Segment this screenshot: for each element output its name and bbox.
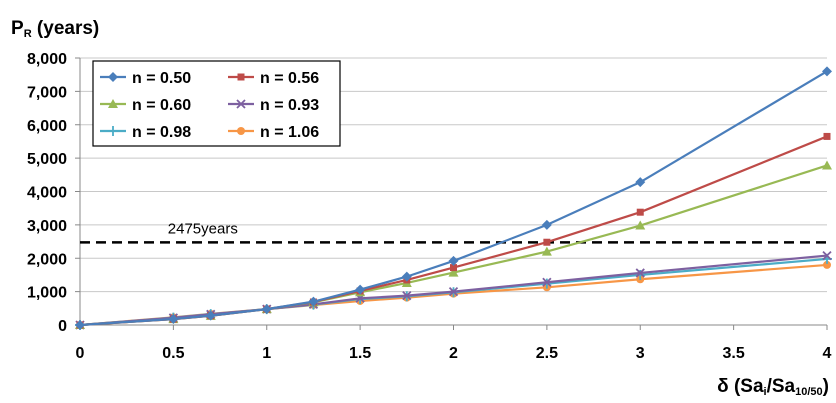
tick-labels: 0 0.5 1 1.5 2 2.5 3 3.5 4 0 1,000 2,000 3,000 4,000 5,…	[27, 51, 832, 362]
legend: n = 0.50 n = 0.56 n = 0.60 n = 0.93 n = 0.98…	[92, 60, 341, 147]
x-tick-label: 3	[636, 345, 645, 362]
x-tick-label: 0	[76, 345, 85, 362]
data-point	[448, 286, 459, 297]
data-point	[308, 296, 319, 307]
data-point	[448, 255, 459, 266]
data-point	[636, 208, 644, 216]
reference-line-label: 2475years	[168, 220, 238, 237]
data-point	[541, 246, 552, 256]
data-point	[236, 99, 246, 109]
data-point	[450, 264, 457, 272]
data-point	[75, 320, 85, 330]
data-point	[168, 313, 179, 324]
y-tick-label: 2,000	[27, 251, 67, 268]
data-point	[635, 269, 646, 280]
data-point	[635, 177, 646, 188]
data-point	[541, 219, 552, 230]
data-point	[822, 66, 832, 77]
x-tick-label: 1.5	[349, 345, 371, 362]
x-axis-title: δ (Sai/Sa10/50)	[717, 376, 829, 398]
legend-label: n = 0.60	[132, 97, 191, 114]
data-point	[402, 290, 412, 301]
legend-item: n = 0.50	[100, 70, 191, 87]
data-point	[448, 267, 459, 277]
legend-item: n = 0.98	[100, 124, 191, 141]
legend-label: n = 0.93	[260, 97, 319, 114]
x-tick-label: 2.5	[536, 345, 558, 362]
y-tick-label: 5,000	[27, 151, 67, 168]
data-point	[108, 126, 118, 136]
x-tick-label: 3.5	[723, 345, 745, 362]
x-tick-label: 4	[823, 345, 832, 362]
series-060	[75, 160, 832, 329]
data-point	[205, 310, 216, 321]
y-tick-label: 4,000	[27, 185, 67, 202]
legend-box	[92, 60, 341, 147]
data-point	[108, 99, 118, 108]
data-point	[543, 238, 551, 246]
data-point	[822, 160, 832, 170]
legend-label: n = 1.06	[260, 124, 319, 141]
data-point	[261, 304, 272, 315]
legend-item: n = 1.06	[228, 124, 319, 141]
legend-label: n = 0.50	[132, 70, 191, 87]
data-point	[542, 277, 552, 287]
legend-item: n = 0.56	[228, 70, 319, 87]
y-tick-label: 6,000	[27, 118, 67, 135]
data-point	[823, 132, 831, 140]
y-tick-label: 8,000	[27, 51, 67, 68]
legend-item: n = 0.93	[228, 97, 319, 114]
axes	[75, 57, 828, 330]
legend-label: n = 0.56	[260, 70, 319, 87]
y-tick-label: 1,000	[27, 285, 67, 302]
data-point	[237, 73, 245, 81]
series-050	[75, 66, 832, 330]
series-line	[79, 164, 828, 327]
series-group	[75, 66, 832, 330]
x-tick-label: 0.5	[162, 345, 184, 362]
data-point	[355, 284, 366, 295]
x-tick-label: 1	[262, 345, 271, 362]
legend-item: n = 0.60	[100, 97, 191, 114]
legend-label: n = 0.98	[132, 124, 191, 141]
y-tick-label: 7,000	[27, 84, 67, 101]
data-point	[823, 260, 831, 269]
data-point	[635, 268, 645, 278]
y-tick-label: 3,000	[27, 218, 67, 235]
data-point	[635, 220, 646, 230]
data-point	[237, 127, 245, 135]
y-axis-title: PR (years)	[11, 18, 99, 40]
reference-line-group: 2475years	[80, 220, 827, 244]
data-point	[401, 271, 412, 282]
axis-titles: PR (years) δ (Sai/Sa10/50)	[11, 18, 829, 398]
data-point	[108, 72, 118, 82]
y-tick-label: 0	[58, 318, 67, 335]
data-point	[822, 250, 832, 261]
x-tick-label: 2	[449, 345, 458, 362]
